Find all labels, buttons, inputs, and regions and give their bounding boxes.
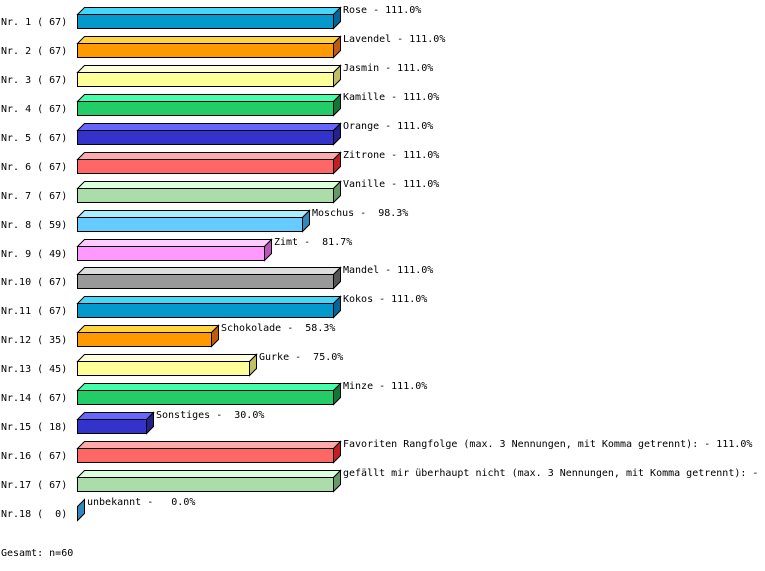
bar-side [333, 180, 341, 204]
row-label: Nr. 8 ( 59) [1, 219, 68, 231]
bar [77, 130, 334, 145]
data-label: Gurke - 75.0% [259, 351, 344, 363]
bar [77, 217, 303, 232]
row-label: Nr.17 ( 67) [1, 479, 68, 491]
bar [77, 274, 334, 289]
bar-side [333, 151, 341, 175]
bar [77, 477, 334, 492]
bar [77, 419, 147, 434]
bar [77, 361, 250, 376]
bar-top [76, 210, 311, 218]
row-label: Nr. 1 ( 67) [1, 16, 68, 28]
bar-side [333, 295, 341, 319]
bar-side [333, 64, 341, 88]
bar-top [76, 181, 342, 189]
bar [77, 303, 334, 318]
bar [77, 448, 334, 463]
bar-top [76, 383, 342, 391]
bar [77, 246, 265, 261]
bar-top [76, 470, 342, 478]
row-label: Nr.11 ( 67) [1, 305, 68, 317]
data-label: Sonstiges - 30.0% [156, 409, 265, 421]
data-label: Lavendel - 111.0% [343, 33, 446, 45]
row-label: Nr. 6 ( 67) [1, 161, 68, 173]
bar-top [76, 65, 342, 73]
row-label: Nr.12 ( 35) [1, 334, 68, 346]
bar-side [333, 440, 341, 464]
bar-side [146, 411, 154, 435]
data-label: Schokolade - 58.3% [221, 322, 336, 334]
row-label: Nr. 9 ( 49) [1, 248, 68, 260]
bar-top [76, 7, 342, 15]
bar [77, 332, 212, 347]
bar [77, 101, 334, 116]
row-label: Nr. 4 ( 67) [1, 103, 68, 115]
bar [77, 72, 334, 87]
bar-side [264, 238, 272, 262]
bar-side [333, 122, 341, 146]
data-label: Rose - 111.0% [343, 4, 422, 16]
bar-side [333, 6, 341, 30]
bar-top [76, 267, 342, 275]
row-label: Nr. 5 ( 67) [1, 132, 68, 144]
bar-top [76, 441, 342, 449]
data-label: Kokos - 111.0% [343, 293, 428, 305]
bar-side [302, 209, 310, 233]
bar-side [211, 324, 219, 348]
row-label: Nr.18 ( 0) [1, 508, 68, 520]
bar-side [333, 469, 341, 493]
bar [77, 14, 334, 29]
bar-top [76, 296, 342, 304]
row-label: Nr.15 ( 18) [1, 421, 68, 433]
bar [77, 43, 334, 58]
row-label: Nr.16 ( 67) [1, 450, 68, 462]
bar-top [76, 36, 342, 44]
bar-side [333, 35, 341, 59]
total-count: Gesamt: n=60 [1, 548, 74, 559]
bar-top [76, 325, 220, 333]
bar-top [76, 354, 258, 362]
bar-side [77, 498, 85, 522]
row-label: Nr. 3 ( 67) [1, 74, 68, 86]
data-label: Minze - 111.0% [343, 380, 428, 392]
row-label: Nr. 2 ( 67) [1, 45, 68, 57]
bar [77, 188, 334, 203]
row-label: Nr.13 ( 45) [1, 363, 68, 375]
data-label: Zitrone - 111.0% [343, 149, 440, 161]
row-label: Nr. 7 ( 67) [1, 190, 68, 202]
bar-top [76, 239, 273, 247]
data-label: unbekannt - 0.0% [87, 496, 196, 508]
data-label: gefällt mir überhaupt nicht (max. 3 Nenn… [343, 467, 765, 479]
bar-side [333, 266, 341, 290]
bar-side [333, 93, 341, 117]
bar-top [76, 412, 155, 420]
data-label: Vanille - 111.0% [343, 178, 440, 190]
data-label: Moschus - 98.3% [312, 207, 409, 219]
data-label: Mandel - 111.0% [343, 264, 434, 276]
data-label: Kamille - 111.0% [343, 91, 440, 103]
bar-top [76, 94, 342, 102]
row-label: Nr.10 ( 67) [1, 276, 68, 288]
bar-top [76, 123, 342, 131]
bar [77, 390, 334, 405]
data-label: Orange - 111.0% [343, 120, 434, 132]
data-label: Jasmin - 111.0% [343, 62, 434, 74]
bar-side [249, 353, 257, 377]
bar-top [76, 152, 342, 160]
bar [77, 159, 334, 174]
row-label: Nr.14 ( 67) [1, 392, 68, 404]
bar-side [333, 382, 341, 406]
data-label: Zimt - 81.7% [274, 236, 353, 248]
data-label: Favoriten Rangfolge (max. 3 Nennungen, m… [343, 438, 753, 450]
